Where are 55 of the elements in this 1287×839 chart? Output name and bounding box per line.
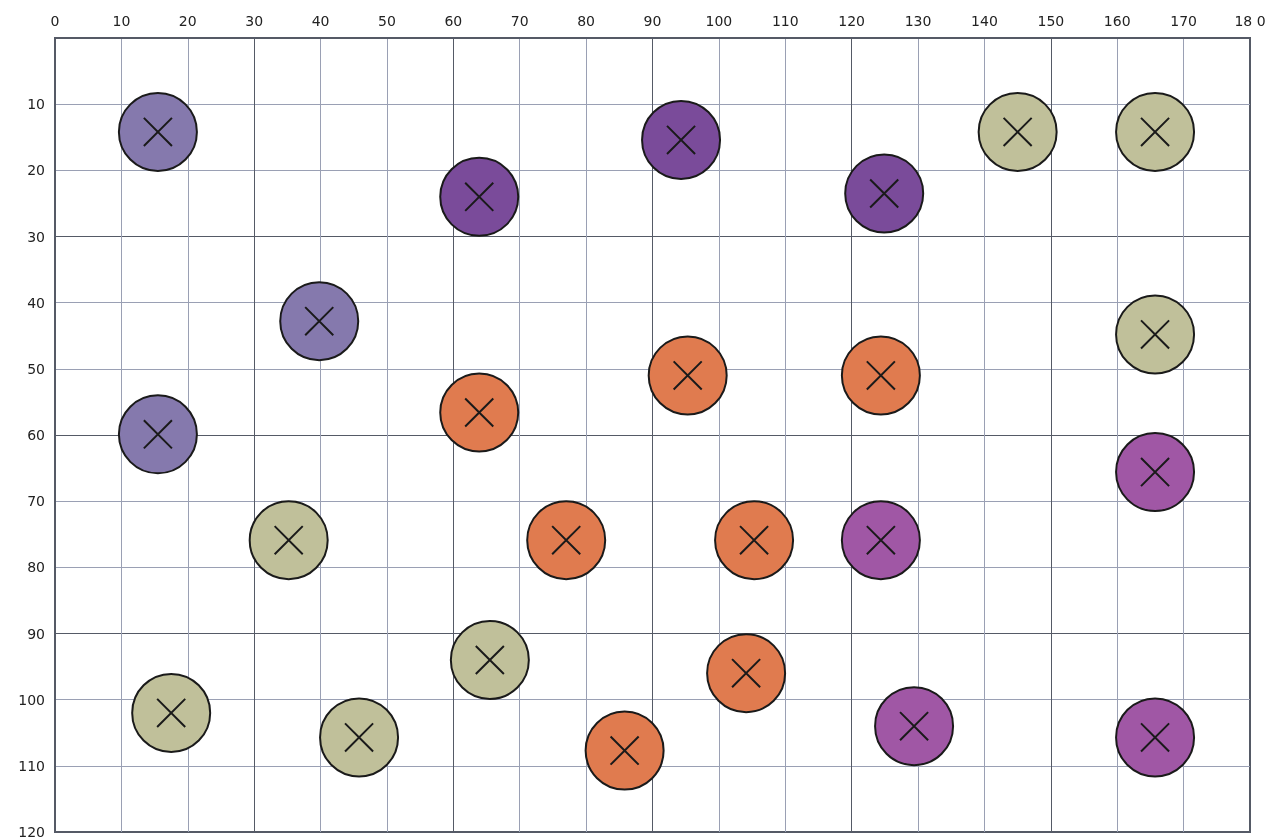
y-tick-label: 100 bbox=[18, 691, 45, 708]
point bbox=[584, 710, 665, 791]
y-tick-label: 70 bbox=[27, 493, 45, 510]
x-tick-label: 18 0 bbox=[1234, 13, 1266, 29]
point bbox=[131, 672, 212, 753]
x-tick-label: 160 bbox=[1103, 13, 1131, 29]
x-tick-label: 10 bbox=[112, 13, 131, 29]
y-tick-label: 40 bbox=[27, 294, 45, 311]
x-tick-label: 110 bbox=[771, 13, 799, 29]
y-tick-label: 30 bbox=[27, 228, 45, 245]
point bbox=[844, 153, 925, 234]
y-tick-label: 50 bbox=[27, 360, 45, 377]
point bbox=[439, 372, 520, 453]
x-tick-label: 0 bbox=[50, 13, 60, 29]
y-tick-label: 20 bbox=[27, 162, 45, 179]
point bbox=[439, 156, 520, 237]
x-tick-label: 120 bbox=[838, 13, 866, 29]
point bbox=[319, 697, 400, 778]
x-tick-label: 30 bbox=[245, 13, 264, 29]
point bbox=[874, 686, 955, 767]
x-tick-label: 40 bbox=[311, 13, 330, 29]
point bbox=[117, 394, 198, 475]
point bbox=[840, 335, 921, 416]
point bbox=[279, 281, 360, 362]
x-tick-label: 130 bbox=[904, 13, 932, 29]
point bbox=[117, 91, 198, 172]
x-tick-label: 170 bbox=[1170, 13, 1197, 29]
point bbox=[1115, 91, 1196, 172]
x-tick-label: 70 bbox=[510, 13, 529, 29]
x-tick-label: 20 bbox=[178, 13, 197, 29]
x-tick-label: 140 bbox=[971, 13, 998, 29]
x-tick-label: 60 bbox=[444, 13, 463, 29]
point bbox=[1115, 432, 1196, 513]
y-tick-label: 120 bbox=[18, 824, 45, 839]
point bbox=[706, 633, 787, 714]
point bbox=[1115, 294, 1196, 375]
point bbox=[977, 91, 1058, 172]
point bbox=[714, 500, 795, 581]
x-tick-label: 50 bbox=[378, 13, 396, 29]
point bbox=[526, 500, 607, 581]
point bbox=[1115, 697, 1196, 778]
y-tick-label: 90 bbox=[27, 625, 45, 642]
x-tick-label: 80 bbox=[577, 13, 596, 29]
point bbox=[449, 619, 530, 700]
x-tick-label: 150 bbox=[1037, 13, 1065, 29]
point bbox=[840, 500, 921, 581]
x-tick-label: 100 bbox=[705, 13, 733, 29]
y-tick-label: 10 bbox=[27, 96, 45, 113]
y-tick-label: 60 bbox=[27, 427, 45, 443]
point bbox=[248, 500, 329, 581]
point bbox=[647, 335, 728, 416]
point bbox=[641, 99, 722, 180]
y-tick-label: 110 bbox=[18, 757, 45, 774]
y-tick-label: 80 bbox=[27, 559, 45, 576]
x-tick-label: 90 bbox=[643, 13, 662, 29]
